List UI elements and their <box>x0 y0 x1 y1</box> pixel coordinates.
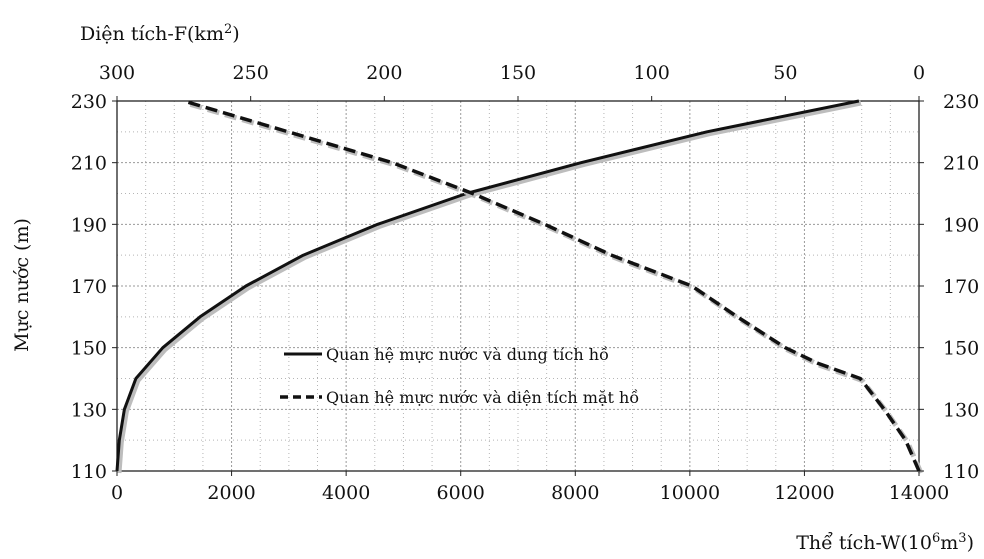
bottom-tick-label: 14000 <box>889 482 949 504</box>
top-tick-label: 250 <box>233 62 269 84</box>
top-axis-title: Diện tích-F(km2) <box>80 22 240 46</box>
legend-solid-label: Quan hệ mực nước và dung tích hồ <box>326 345 609 364</box>
legend-dashed-label: Quan hệ mực nước và diện tích mặt hồ <box>326 388 639 407</box>
left-tick-label: 210 <box>71 153 107 175</box>
bottom-axis-title-text: Thể tích-W(10 <box>796 532 932 554</box>
top-axis-title-end: ) <box>232 23 239 45</box>
left-tick-label: 110 <box>71 461 107 483</box>
bottom-tick-label: 6000 <box>437 482 485 504</box>
top-tick-label: 200 <box>366 62 402 84</box>
bottom-axis-title-mid: m <box>940 532 958 554</box>
left-tick-label: 130 <box>71 399 107 421</box>
bottom-tick-label: 12000 <box>774 482 834 504</box>
bottom-tick-label: 4000 <box>322 482 370 504</box>
right-tick-label: 190 <box>943 214 979 236</box>
left-tick-label: 190 <box>71 214 107 236</box>
bottom-tick-label: 0 <box>111 482 123 504</box>
top-axis-title-sup: 2 <box>224 22 232 37</box>
bottom-tick-label: 8000 <box>551 482 599 504</box>
right-tick-label: 150 <box>943 338 979 360</box>
right-tick-label: 210 <box>943 153 979 175</box>
top-tick-label: 0 <box>913 62 925 84</box>
top-tick-label: 50 <box>773 62 797 84</box>
top-tick-label: 100 <box>634 62 670 84</box>
bottom-tick-label: 2000 <box>207 482 255 504</box>
left-tick-label: 170 <box>71 276 107 298</box>
series-line-volume <box>115 99 860 472</box>
series-layer <box>115 99 924 474</box>
left-tick-label: 150 <box>71 338 107 360</box>
series-shadow-0 <box>116 100 862 474</box>
right-tick-label: 170 <box>943 276 979 298</box>
grid <box>117 101 919 471</box>
top-tick-label: 150 <box>500 62 536 84</box>
top-tick-label: 300 <box>99 62 135 84</box>
top-axis-title-text: Diện tích-F(km <box>80 23 224 45</box>
series-line-surface-area <box>183 99 921 472</box>
bottom-axis-title-sup: 6 <box>932 531 940 546</box>
bottom-axis-title: Thể tích-W(106m3) <box>796 531 974 555</box>
right-tick-label: 110 <box>943 461 979 483</box>
bottom-axis-title-sup2: 3 <box>958 531 966 546</box>
right-tick-label: 230 <box>943 91 979 113</box>
y-axis-title: Mực nước (m) <box>11 218 33 352</box>
legend: Quan hệ mực nước và dung tích hồ Quan hệ… <box>280 345 639 407</box>
left-tick-label: 230 <box>71 91 107 113</box>
right-tick-label: 130 <box>943 399 979 421</box>
bottom-tick-label: 10000 <box>660 482 720 504</box>
bottom-axis-title-end: ) <box>967 532 974 554</box>
